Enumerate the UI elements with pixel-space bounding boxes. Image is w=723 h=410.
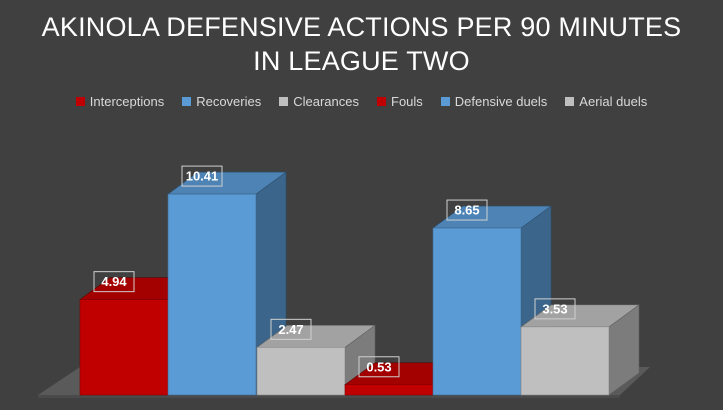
data-label-box [534, 298, 576, 320]
legend-swatch [75, 97, 85, 106]
legend: Interceptions Recoveries Clearances Foul… [0, 94, 723, 109]
data-label: 4.94 [101, 274, 127, 289]
data-label: 2.47 [278, 322, 303, 337]
data-label: 10.41 [186, 169, 219, 184]
legend-label: Interceptions [89, 94, 165, 109]
data-label-box [93, 271, 135, 293]
legend-label: Aerial duels [579, 94, 648, 109]
data-label-box [181, 165, 223, 187]
legend-swatch [279, 97, 289, 106]
legend-item-recoveries: Recoveries [182, 94, 261, 109]
data-label: 0.53 [366, 359, 391, 374]
bar [344, 384, 434, 396]
legend-swatch [565, 97, 575, 106]
legend-item-fouls: Fouls [377, 94, 423, 109]
bar [79, 299, 169, 396]
data-label-box [270, 318, 312, 340]
legend-label: Defensive duels [454, 94, 548, 109]
data-label: 3.53 [542, 301, 567, 316]
legend-item-clearances: Clearances [279, 94, 359, 109]
legend-label: Fouls [391, 94, 423, 109]
data-label-box [446, 199, 488, 221]
legend-label: Recoveries [196, 94, 262, 109]
chart-title-line-1: AKINOLA DEFENSIVE ACTIONS PER 90 MINUTES [41, 12, 682, 42]
bar [520, 326, 610, 396]
legend-item-aerial-duels: Aerial duels [565, 94, 647, 109]
legend-item-defensive-duels: Defensive duels [440, 94, 548, 109]
legend-swatch [440, 97, 450, 106]
data-label-box [358, 356, 400, 378]
chart-title-line-2: IN LEAGUE TWO [253, 46, 470, 76]
data-label: 8.65 [454, 203, 479, 218]
chart-floor-edge [38, 395, 620, 398]
bar [256, 347, 346, 396]
legend-label: Clearances [293, 94, 359, 109]
legend-swatch [377, 97, 386, 106]
legend-swatch [182, 97, 192, 106]
bar [167, 193, 257, 396]
bar [432, 227, 522, 396]
legend-item-interceptions: Interceptions [75, 94, 165, 109]
